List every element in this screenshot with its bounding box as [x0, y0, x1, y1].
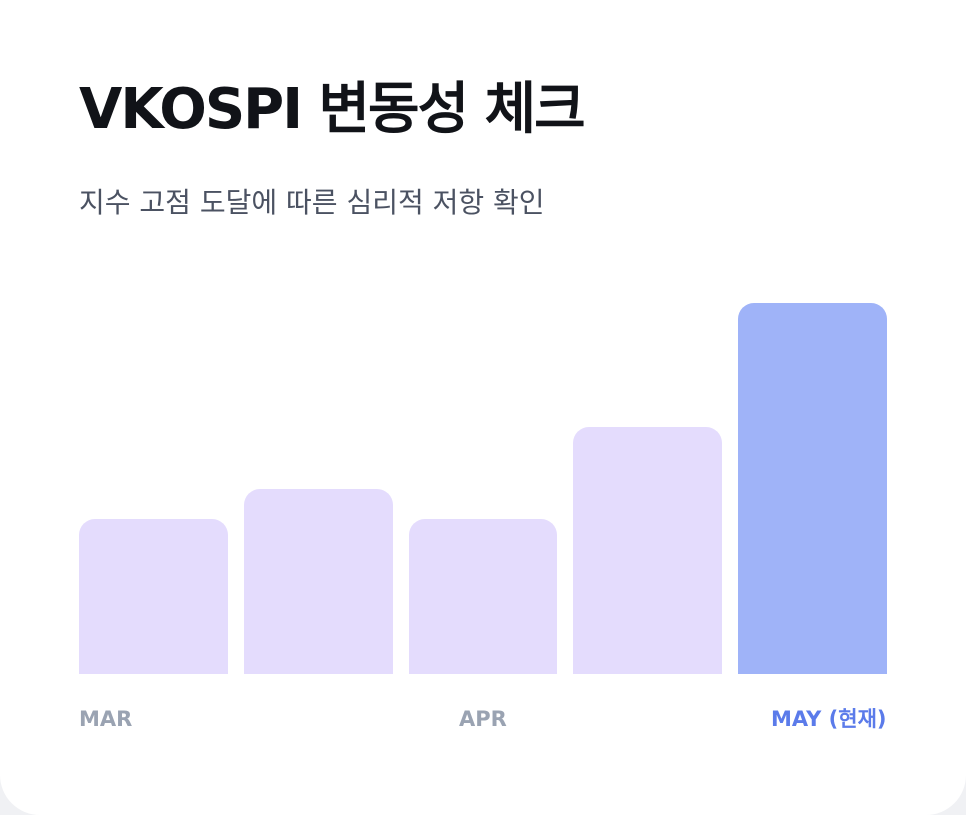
bar-current [738, 303, 887, 674]
bar-chart [79, 250, 887, 674]
x-tick-label: MAY (현재) [771, 707, 887, 731]
bar [408, 519, 558, 674]
bar [243, 488, 393, 674]
bar [79, 519, 228, 674]
card-title: VKOSPI 변동성 체크 [79, 77, 586, 142]
x-tick-label: APR [459, 707, 507, 731]
bar [573, 426, 723, 674]
x-tick-label: MAR [79, 707, 133, 731]
card-subtitle: 지수 고점 도달에 따른 심리적 저항 확인 [79, 186, 545, 219]
